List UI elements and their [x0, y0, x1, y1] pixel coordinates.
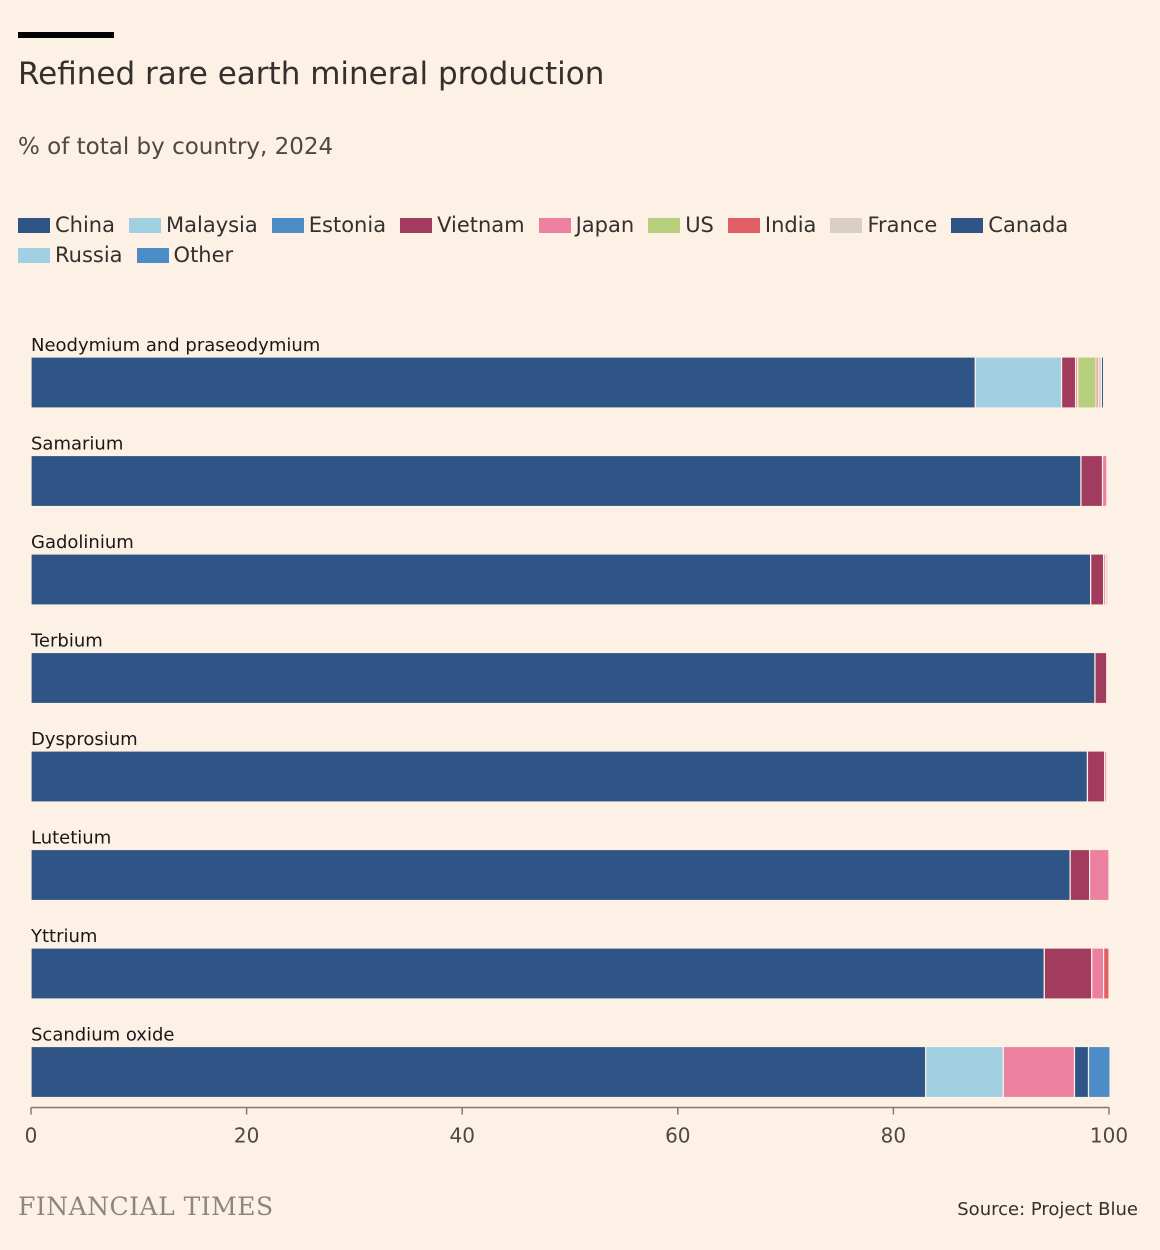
brand-logo: FINANCIAL TIMES	[18, 1192, 274, 1221]
legend: China Malaysia Estonia Vietnam Japan US India F…	[18, 213, 1118, 267]
legend-label: Vietnam	[437, 213, 525, 237]
legend-item-canada: Canada	[951, 213, 1068, 237]
legend-swatch	[18, 247, 50, 263]
legend-label: Other	[173, 243, 234, 267]
bar-segment-canada	[1073, 1045, 1090, 1099]
category-label: Scandium oxide	[31, 1025, 174, 1046]
x-tick-label: 20	[234, 1124, 259, 1148]
bar-segment-china	[30, 454, 1082, 508]
bar-segment-vietnam	[1043, 947, 1093, 1000]
category-label: Dysprosium	[31, 729, 138, 750]
title-accent-bar	[18, 32, 114, 38]
bar-segment-china	[30, 848, 1071, 902]
legend-item-japan: Japan	[538, 213, 635, 237]
legend-swatch	[538, 217, 571, 233]
legend-label: China	[55, 213, 115, 237]
x-tick-label: 0	[25, 1124, 38, 1148]
legend-item-russia: Russia	[18, 243, 123, 267]
bar-segment-other	[1104, 356, 1107, 409]
legend-item-other: Other	[136, 243, 234, 267]
bar-segment-vietnam	[1069, 848, 1091, 902]
legend-swatch	[18, 217, 50, 233]
category-label: Yttrium	[30, 926, 97, 947]
bar-segment-vietnam	[1080, 454, 1104, 508]
bar-segment-india	[1103, 947, 1110, 1000]
legend-swatch	[830, 217, 863, 233]
bar-segment-india	[1107, 651, 1110, 705]
x-tick-label: 40	[449, 1124, 474, 1148]
x-tick-label: 100	[1090, 1124, 1128, 1148]
x-tick-label: 60	[665, 1124, 690, 1148]
bar-segment-china	[30, 1045, 927, 1099]
bar-segment-china	[30, 553, 1092, 606]
bar-segment-france	[1105, 553, 1109, 606]
legend-label: India	[764, 213, 817, 237]
legend-swatch	[648, 217, 681, 233]
bar-segment-malaysia	[925, 1045, 1004, 1099]
bar-segment-india	[1106, 750, 1109, 803]
chart-title: Refined rare earth mineral production	[18, 56, 605, 92]
legend-swatch	[271, 217, 304, 233]
bar-segment-japan	[1088, 848, 1110, 902]
legend-item-vietnam: Vietnam	[400, 213, 525, 237]
legend-label: Canada	[988, 213, 1069, 237]
bar-segment-japan	[1091, 947, 1105, 1000]
legend-item-france: France	[830, 213, 937, 237]
legend-label: Estonia	[308, 213, 387, 237]
legend-label: Japan	[575, 213, 635, 237]
bar-segment-other	[1087, 1045, 1111, 1099]
bar-segment-vietnam	[1060, 356, 1077, 409]
category-label: Terbium	[30, 631, 103, 652]
bar-segment-japan	[1002, 1045, 1076, 1099]
legend-swatch	[136, 247, 169, 263]
legend-item-estonia: Estonia	[271, 213, 387, 237]
legend-label: France	[867, 213, 938, 237]
legend-swatch	[951, 217, 984, 233]
legend-label: US	[685, 213, 714, 237]
bar-segment-vietnam	[1086, 750, 1106, 803]
category-label: Samarium	[31, 434, 123, 455]
source-note: Source: Project Blue	[957, 1199, 1138, 1220]
bar-segment-china	[30, 750, 1089, 803]
category-label: Neodymium and praseodymium	[31, 335, 320, 356]
bar-segment-china	[30, 947, 1045, 1000]
bar-segment-china	[30, 356, 976, 409]
stacked-bar-chart: Neodymium and praseodymium Samarium Gadoli…	[25, 335, 1128, 1148]
legend-item-india: India	[727, 213, 817, 237]
category-label: Lutetium	[31, 828, 111, 849]
chart-subtitle: % of total by country, 2024	[18, 134, 334, 160]
bar-segment-vietnam	[1090, 553, 1105, 606]
bar-segment-vietnam	[1094, 651, 1108, 705]
legend-item-us: US	[648, 213, 714, 237]
bar-segment-us	[1077, 356, 1097, 409]
legend-swatch	[129, 217, 161, 233]
legend-item-china: China	[18, 213, 115, 237]
bar-segment-china	[30, 651, 1096, 705]
x-tick-label: 80	[881, 1124, 906, 1148]
legend-label: Malaysia	[166, 213, 258, 237]
bar-segment-malaysia	[974, 356, 1063, 409]
legend-label: Russia	[55, 243, 123, 267]
category-label: Gadolinium	[31, 532, 134, 553]
legend-swatch	[727, 217, 760, 233]
legend-item-malaysia: Malaysia	[129, 213, 258, 237]
legend-swatch	[400, 217, 433, 233]
bar-segment-japan	[1101, 454, 1108, 508]
